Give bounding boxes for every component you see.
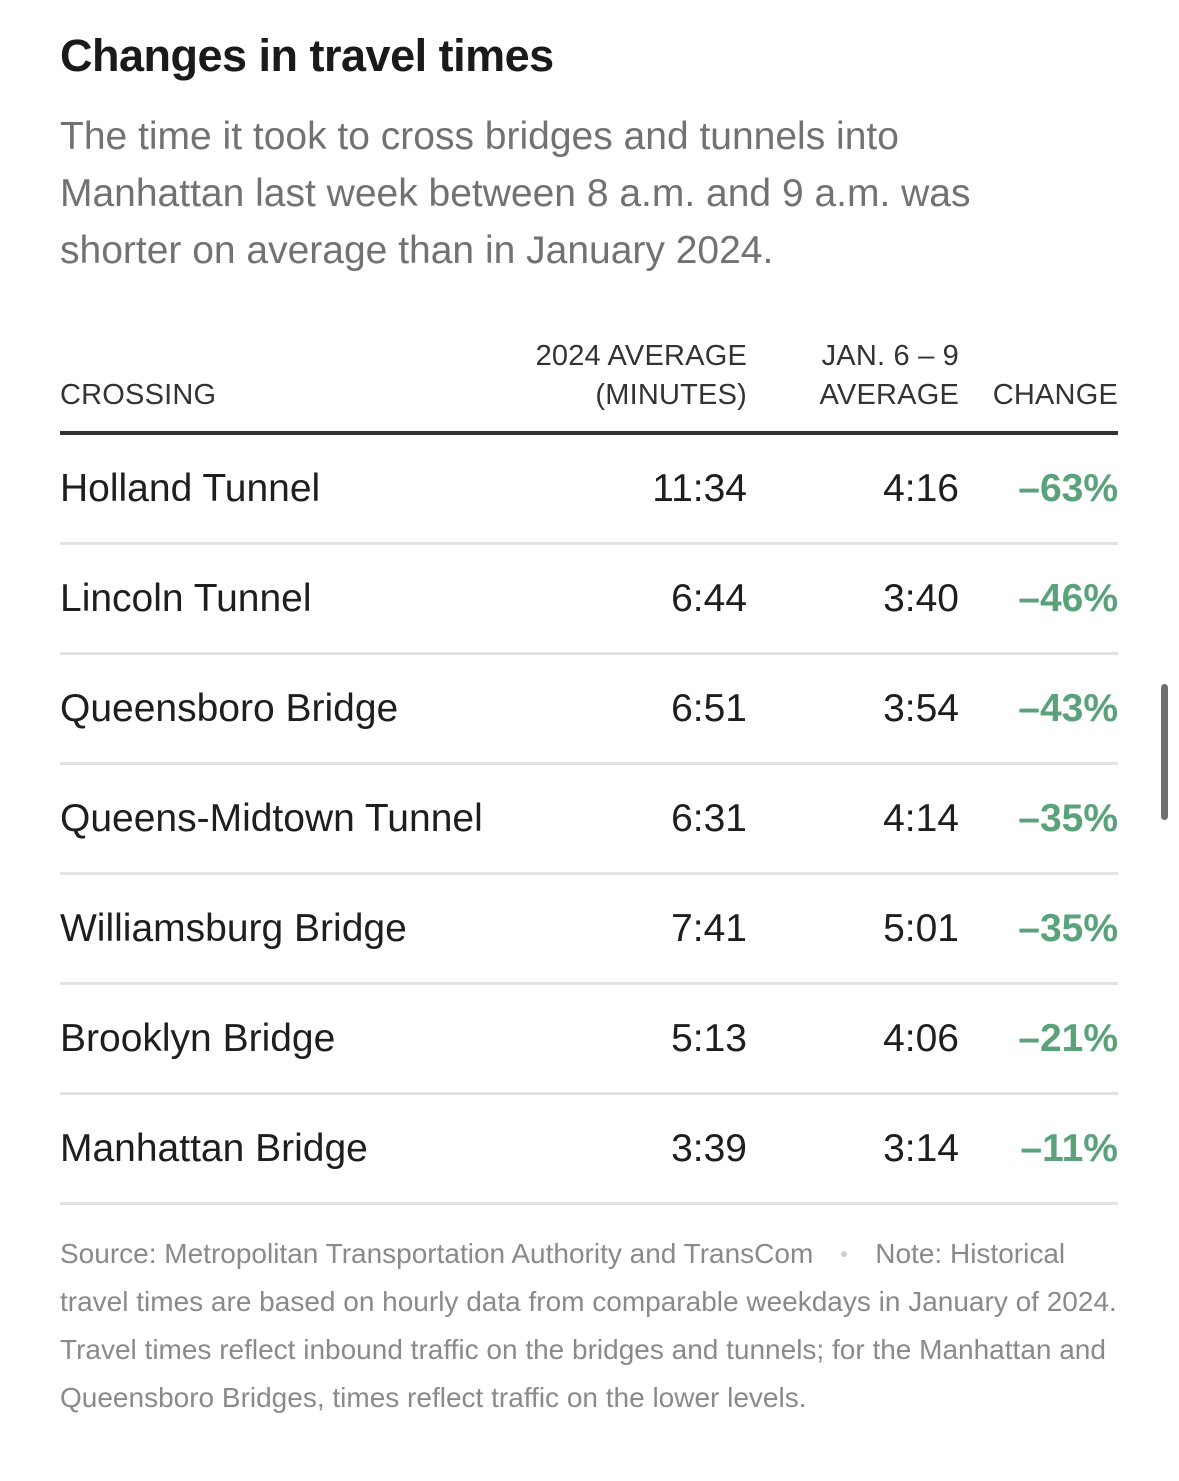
table-header: CROSSING 2024 AVERAGE (MINUTES) JAN. 6 –…	[60, 335, 1118, 435]
table-row: Brooklyn Bridge 5:13 4:06 –21%	[60, 985, 1118, 1095]
cell-crossing: Queens-Midtown Tunnel	[60, 797, 483, 840]
chart-title: Changes in travel times	[60, 30, 554, 81]
cell-2024-average: 6:44	[671, 577, 747, 620]
table-row: Holland Tunnel 11:34 4:16 –63%	[60, 435, 1118, 545]
cell-crossing: Manhattan Bridge	[60, 1127, 368, 1170]
table-row: Lincoln Tunnel 6:44 3:40 –46%	[60, 545, 1118, 655]
column-header-2024-average-line2: (MINUTES)	[595, 379, 747, 411]
table-body: Holland Tunnel 11:34 4:16 –63% Lincoln Tunne…	[60, 435, 1118, 1205]
separator-dot-icon	[841, 1250, 848, 1257]
column-header-jan-average-line1: JAN. 6 – 9	[821, 340, 959, 372]
cell-jan-average: 4:14	[883, 797, 959, 840]
note-text: Note: Historical travel times are based …	[60, 1238, 1117, 1413]
column-header-jan-average-line2: AVERAGE	[819, 379, 959, 411]
cell-change: –21%	[1018, 1017, 1118, 1060]
column-header-change-label: CHANGE	[992, 379, 1118, 411]
cell-2024-average: 3:39	[671, 1127, 747, 1170]
footnote: Source: Metropolitan Transportation Auth…	[60, 1230, 1120, 1422]
cell-2024-average: 5:13	[671, 1017, 747, 1060]
cell-change: –35%	[1018, 797, 1118, 840]
cell-jan-average: 4:16	[883, 467, 959, 510]
table-row: Queens-Midtown Tunnel 6:31 4:14 –35%	[60, 765, 1118, 875]
chart-subtitle: The time it took to cross bridges and tu…	[60, 115, 971, 272]
cell-2024-average: 6:51	[671, 687, 747, 730]
cell-2024-average: 6:31	[671, 797, 747, 840]
column-header-jan-average: JAN. 6 – 9 AVERAGE	[820, 337, 959, 415]
cell-crossing: Williamsburg Bridge	[60, 907, 407, 950]
table-row: Queensboro Bridge 6:51 3:54 –43%	[60, 655, 1118, 765]
cell-2024-average: 11:34	[652, 467, 747, 510]
column-header-2024-average: 2024 AVERAGE (MINUTES)	[536, 337, 747, 415]
travel-times-table: CROSSING 2024 AVERAGE (MINUTES) JAN. 6 –…	[60, 335, 1118, 1205]
column-header-change: CHANGE	[993, 376, 1118, 415]
cell-crossing: Queensboro Bridge	[60, 687, 399, 730]
table-row: Williamsburg Bridge 7:41 5:01 –35%	[60, 875, 1118, 985]
table-row: Manhattan Bridge 3:39 3:14 –11%	[60, 1095, 1118, 1205]
column-header-crossing-label: CROSSING	[60, 379, 217, 411]
cell-jan-average: 3:54	[883, 687, 959, 730]
scrollbar[interactable]	[1161, 684, 1168, 820]
source-text: Source: Metropolitan Transportation Auth…	[60, 1238, 814, 1269]
cell-change: –11%	[1020, 1127, 1118, 1170]
cell-change: –63%	[1018, 467, 1118, 510]
column-header-2024-average-line1: 2024 AVERAGE	[535, 340, 747, 372]
cell-jan-average: 5:01	[883, 907, 959, 950]
cell-jan-average: 3:40	[883, 577, 959, 620]
cell-jan-average: 4:06	[883, 1017, 959, 1060]
column-header-crossing: CROSSING	[60, 376, 216, 415]
cell-crossing: Brooklyn Bridge	[60, 1017, 336, 1060]
cell-change: –46%	[1018, 577, 1118, 620]
cell-jan-average: 3:14	[883, 1127, 959, 1170]
cell-change: –43%	[1018, 687, 1118, 730]
cell-crossing: Lincoln Tunnel	[60, 577, 312, 620]
cell-2024-average: 7:41	[671, 907, 747, 950]
cell-crossing: Holland Tunnel	[60, 467, 321, 510]
cell-change: –35%	[1018, 907, 1118, 950]
